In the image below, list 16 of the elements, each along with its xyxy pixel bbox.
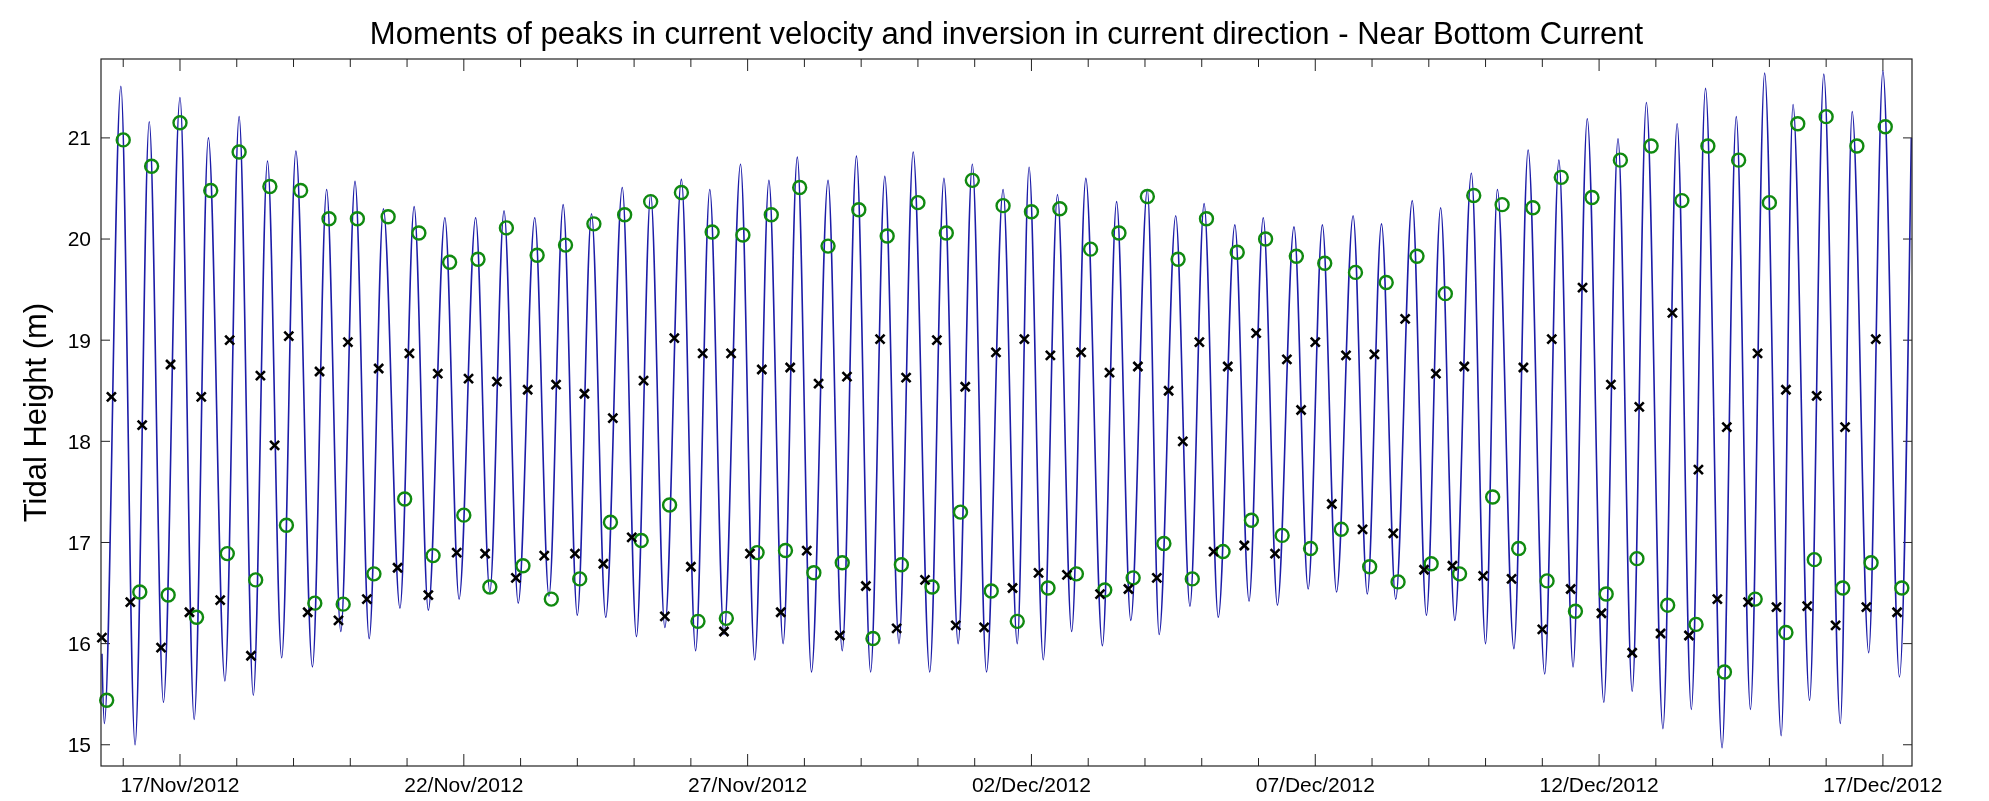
x-tick-label: 22/Nov/2012 — [404, 773, 524, 796]
x-tick-label: 02/Dec/2012 — [971, 773, 1091, 796]
y-tick-label: 18 — [67, 429, 91, 453]
y-tick-label: 20 — [67, 227, 91, 251]
y-tick-label: 17 — [67, 530, 91, 554]
chart-title: Moments of peaks in current velocity and inversion in current direction - Near Bottom Current — [369, 16, 1644, 51]
x-tick-label: 07/Dec/2012 — [1255, 773, 1375, 796]
x-tick-label: 12/Dec/2012 — [1539, 773, 1659, 796]
x-tick-label: 27/Nov/2012 — [688, 773, 808, 796]
y-tick-label: 16 — [67, 631, 91, 655]
x-tick-label: 17/Nov/2012 — [120, 773, 240, 796]
y-tick-label: 15 — [67, 733, 91, 757]
y-tick-label: 19 — [67, 328, 91, 352]
y-axis-title: Tidal Height (m) — [18, 302, 53, 523]
y-tick-label: 21 — [67, 126, 91, 150]
x-tick-label: 17/Dec/2012 — [1823, 773, 1943, 796]
